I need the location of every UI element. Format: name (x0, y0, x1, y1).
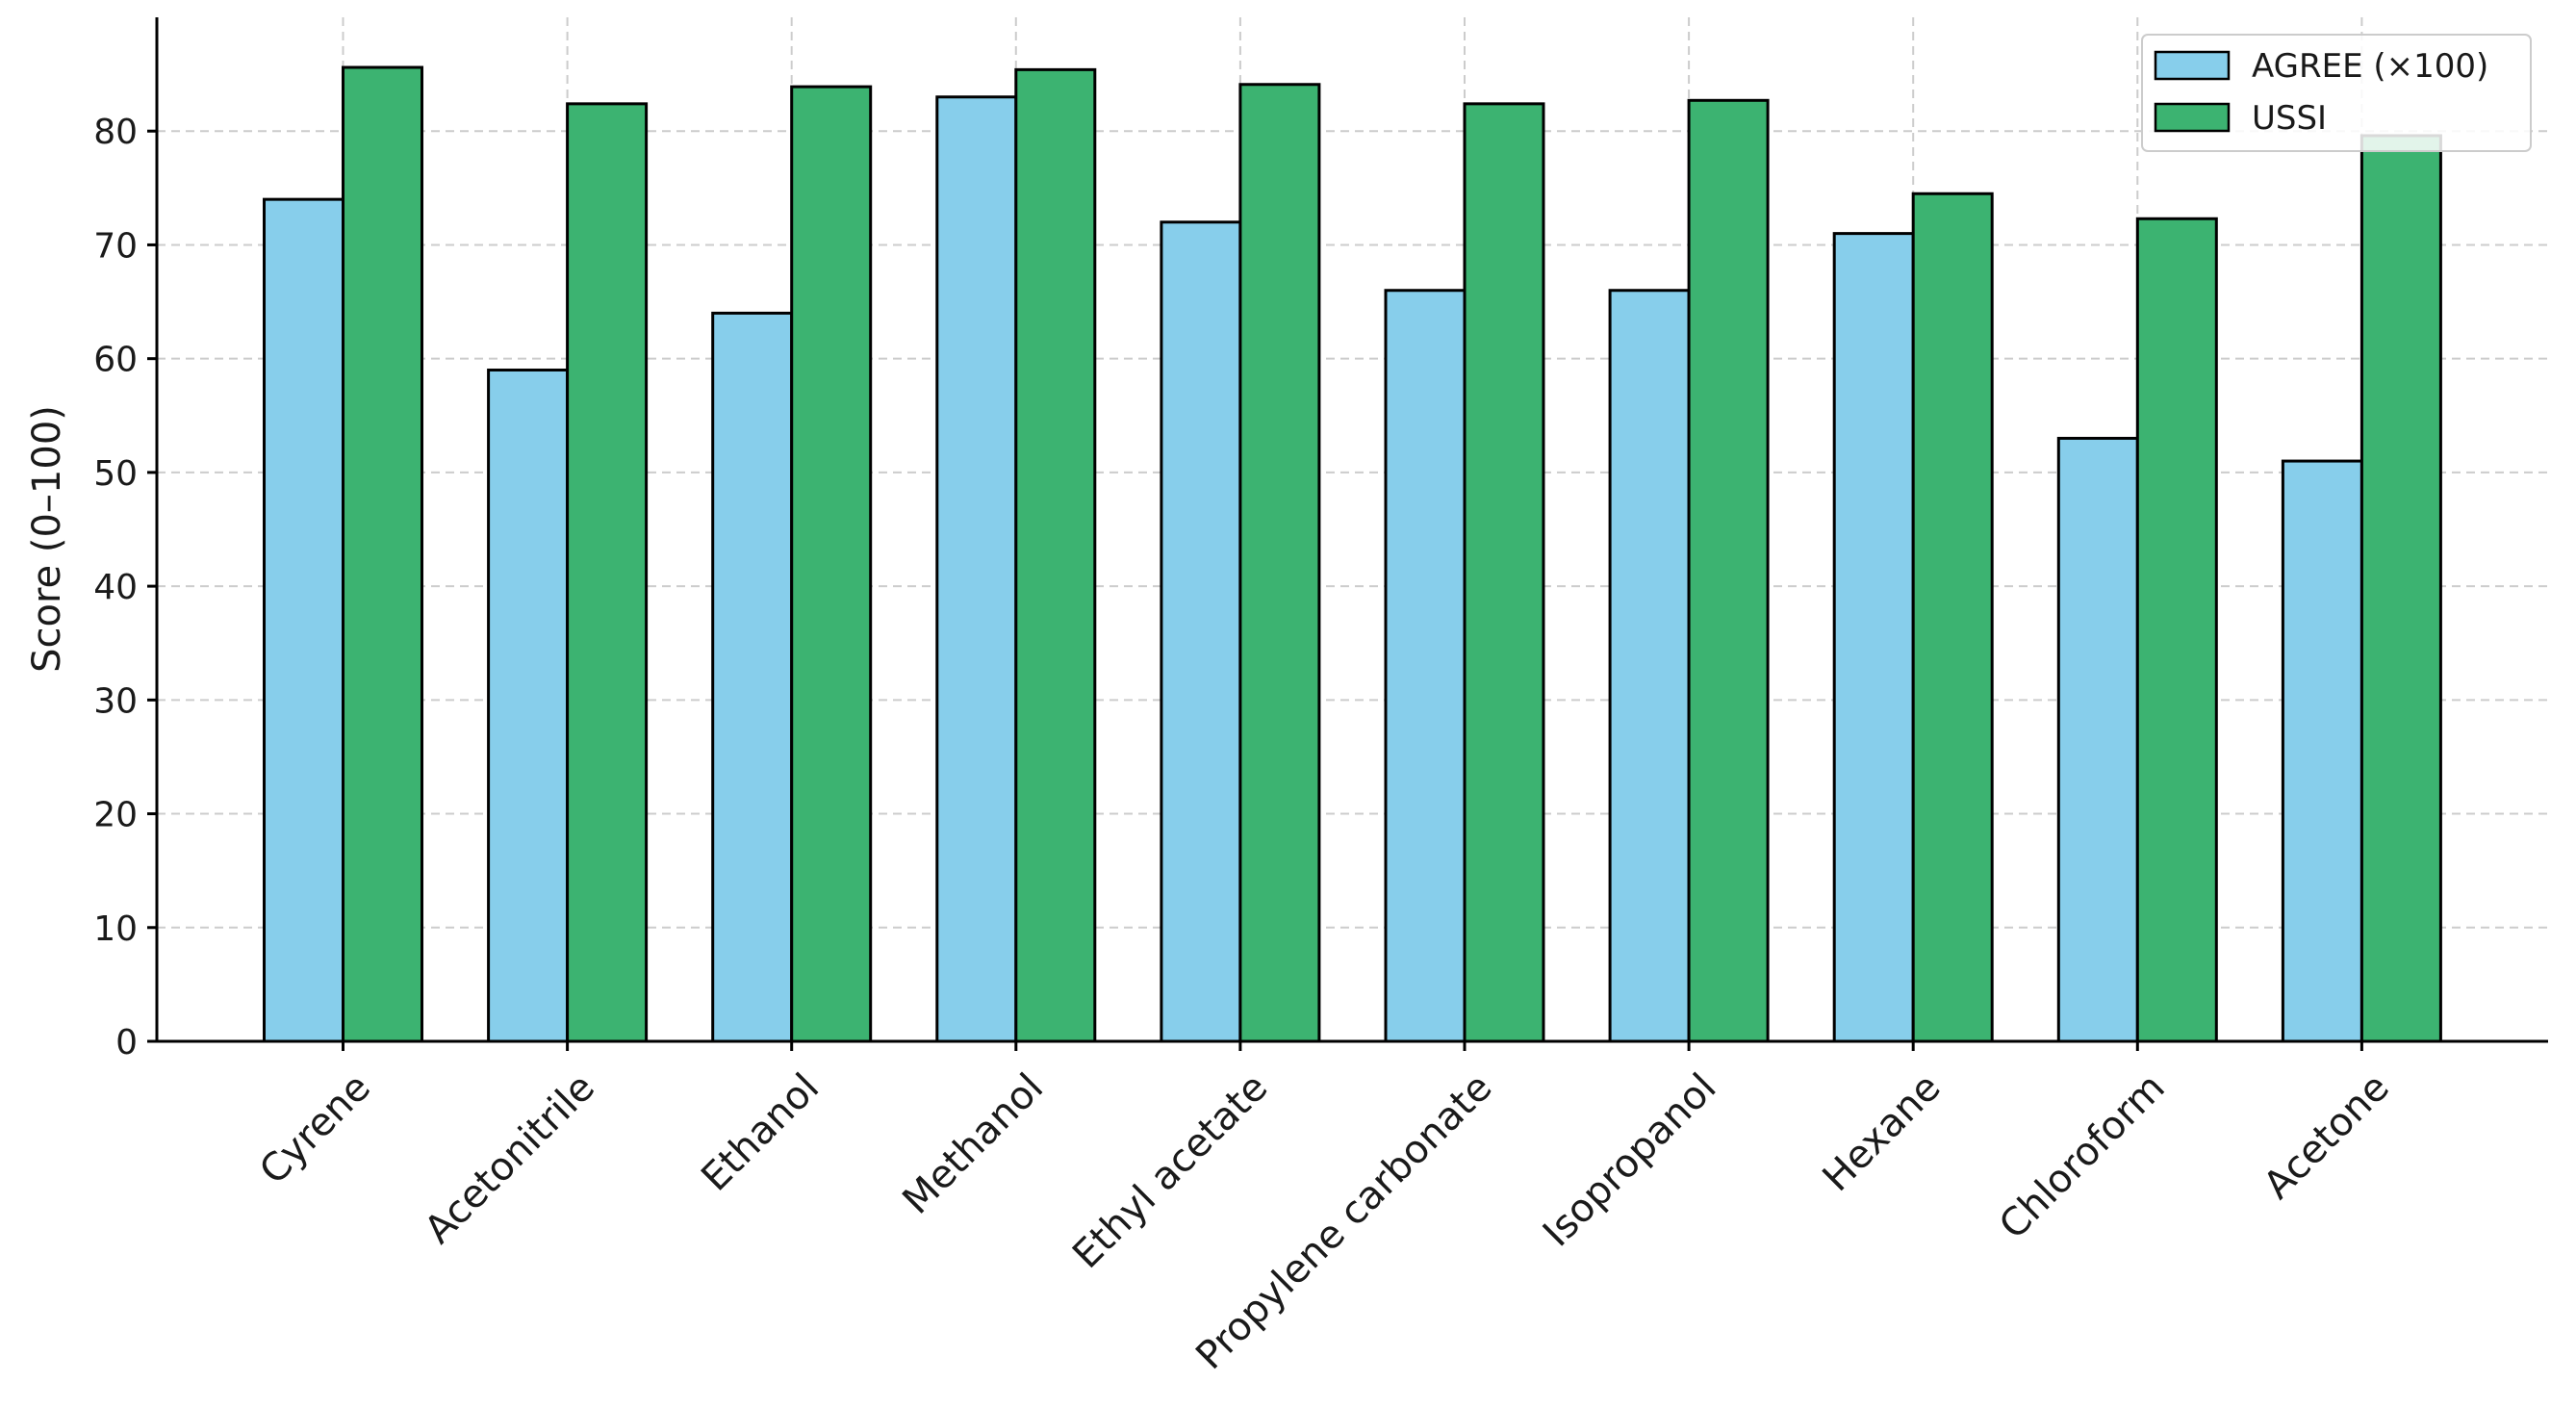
y-tick-label: 50 (93, 454, 138, 494)
bar-ussi (790, 85, 873, 1043)
bar-agree (2056, 436, 2139, 1043)
bar-ussi (2359, 134, 2442, 1043)
y-tick-label: 40 (93, 568, 138, 607)
bar-agree (487, 368, 570, 1043)
bar-ussi (342, 65, 423, 1043)
legend: AGREE (×100) USSI (2141, 34, 2532, 152)
bar-ussi (1463, 102, 1545, 1043)
bar-agree (711, 311, 794, 1043)
bar-agree (1608, 289, 1691, 1043)
legend-swatch (2154, 50, 2231, 81)
y-tick-labels: 0 10 20 30 40 50 60 70 80 (93, 113, 157, 1062)
y-tick-label: 10 (93, 909, 138, 949)
legend-box (2141, 34, 2532, 152)
legend-swatch (2154, 102, 2231, 133)
x-tick-label: Cyrene (251, 1065, 379, 1193)
y-tick-label: 30 (93, 681, 138, 721)
bar-agree (2281, 459, 2363, 1043)
x-tick-label: Isopropanol (1535, 1065, 1725, 1256)
x-tick-label: Acetonitrile (417, 1065, 603, 1252)
x-tick-label: Ethanol (693, 1065, 828, 1200)
bar-agree (935, 95, 1018, 1043)
y-axis-label: Score (0–100) (25, 405, 69, 673)
x-tick-label: Acetone (2256, 1065, 2398, 1208)
legend-label: USSI (2252, 99, 2327, 138)
x-tick-label: Ethyl acetate (1064, 1065, 1276, 1277)
bars (263, 65, 2442, 1043)
bar-ussi (2135, 217, 2218, 1043)
bar-ussi (1911, 192, 1994, 1043)
bar-agree (1832, 232, 1915, 1043)
x-tick-label: Hexane (1815, 1065, 1950, 1200)
x-tick-labels: Cyrene Acetonitrile Ethanol Methanol Ethyl a… (251, 1041, 2398, 1378)
x-tick-label: Chloroform (1991, 1065, 2174, 1248)
y-tick-label: 70 (93, 226, 138, 266)
bar-ussi (566, 102, 649, 1043)
x-tick-label: Methanol (894, 1065, 1052, 1223)
bar-ussi (1687, 98, 1770, 1043)
y-tick-label: 80 (93, 113, 138, 152)
bar-agree (1384, 289, 1467, 1043)
y-tick-label: 20 (93, 796, 138, 835)
bar-agree (1160, 220, 1242, 1043)
bar-ussi (1014, 67, 1097, 1043)
bar-ussi (1238, 83, 1321, 1043)
y-tick-label: 60 (93, 341, 138, 380)
legend-label: AGREE (×100) (2252, 47, 2488, 86)
bar-agree (263, 197, 344, 1043)
y-tick-label: 0 (115, 1023, 138, 1062)
axes (155, 17, 2548, 1043)
